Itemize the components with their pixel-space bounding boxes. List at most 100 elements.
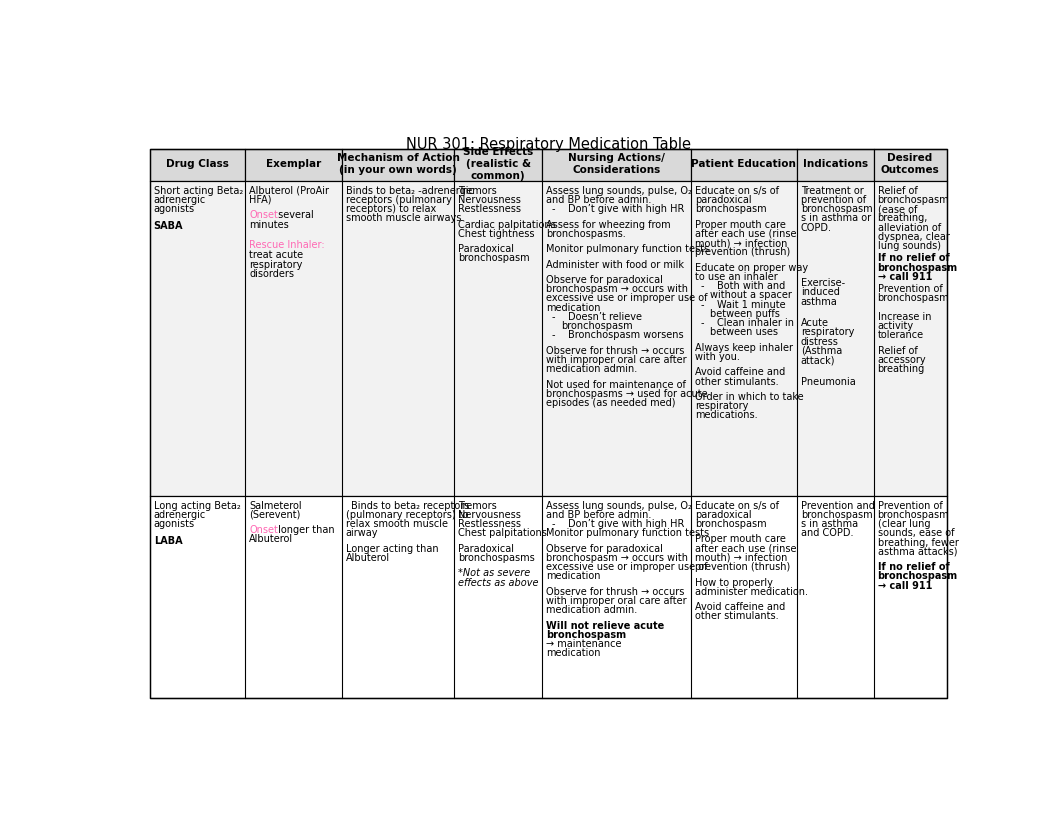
Text: Paradoxical: Paradoxical xyxy=(458,543,514,554)
Text: receptors (pulmonary: receptors (pulmonary xyxy=(346,195,451,205)
Text: Proper mouth care: Proper mouth care xyxy=(695,219,786,229)
Text: Restlessness: Restlessness xyxy=(458,519,521,529)
Text: and BP before admin.: and BP before admin. xyxy=(546,195,651,205)
Text: LABA: LABA xyxy=(154,536,183,546)
Text: Desired
Outcomes: Desired Outcomes xyxy=(880,153,940,175)
Text: mouth) → infection: mouth) → infection xyxy=(695,238,787,248)
Text: bronchospasm: bronchospasm xyxy=(801,204,872,214)
Text: breathing,: breathing, xyxy=(877,214,928,224)
Text: -    Bronchospasm worsens: - Bronchospasm worsens xyxy=(552,330,684,340)
Text: Chest tightness: Chest tightness xyxy=(458,229,535,238)
Text: Assess lung sounds, pulse, O₂: Assess lung sounds, pulse, O₂ xyxy=(546,501,691,510)
Text: Monitor pulmonary function tests: Monitor pulmonary function tests xyxy=(546,244,709,254)
Text: Binds to beta₂ receptors: Binds to beta₂ receptors xyxy=(350,501,469,510)
Text: bronchospasm: bronchospasm xyxy=(877,195,949,205)
Text: effects as above: effects as above xyxy=(458,578,538,588)
Text: Avoid caffeine and: Avoid caffeine and xyxy=(695,603,785,612)
Text: episodes (as needed med): episodes (as needed med) xyxy=(546,398,675,409)
Text: -    Wait 1 minute: - Wait 1 minute xyxy=(701,299,786,310)
Text: Always keep inhaler: Always keep inhaler xyxy=(695,343,792,353)
Text: Acute: Acute xyxy=(801,318,828,328)
Text: between uses: between uses xyxy=(710,327,778,337)
Text: Rescue Inhaler:: Rescue Inhaler: xyxy=(249,239,325,250)
Text: Prevention of: Prevention of xyxy=(877,501,942,510)
Text: with improper oral care after: with improper oral care after xyxy=(546,596,686,606)
Text: Proper mouth care: Proper mouth care xyxy=(695,534,786,544)
Text: Nervousness: Nervousness xyxy=(458,510,521,520)
Text: mouth) → infection: mouth) → infection xyxy=(695,553,787,563)
Text: bronchospasm: bronchospasm xyxy=(877,263,958,273)
Text: Chest palpitations: Chest palpitations xyxy=(458,529,547,538)
Text: bronchospasm: bronchospasm xyxy=(458,253,530,263)
Text: adrenergic: adrenergic xyxy=(154,195,206,205)
Text: Tremors: Tremors xyxy=(458,186,497,196)
Text: Albuterol (ProAir: Albuterol (ProAir xyxy=(249,186,329,196)
Text: Observe for thrush → occurs: Observe for thrush → occurs xyxy=(546,587,684,597)
Text: other stimulants.: other stimulants. xyxy=(695,612,778,621)
Text: Binds to beta₂ -adrenergic: Binds to beta₂ -adrenergic xyxy=(346,186,474,196)
Text: medication: medication xyxy=(546,649,600,658)
Text: Paradoxical: Paradoxical xyxy=(458,244,514,254)
Text: and COPD.: and COPD. xyxy=(801,529,853,538)
Text: bronchospasms.: bronchospasms. xyxy=(546,229,626,238)
Bar xyxy=(150,181,946,496)
Text: administer medication.: administer medication. xyxy=(695,587,807,597)
Text: Increase in: Increase in xyxy=(877,312,931,322)
Text: respiratory: respiratory xyxy=(249,260,303,270)
Text: -    Don’t give with high HR: - Don’t give with high HR xyxy=(552,519,684,529)
Text: Observe for paradoxical: Observe for paradoxical xyxy=(546,543,663,554)
Text: relax smooth muscle: relax smooth muscle xyxy=(346,519,448,529)
Bar xyxy=(455,149,542,181)
Text: asthma: asthma xyxy=(801,297,838,307)
Bar xyxy=(342,149,455,181)
Text: minutes: minutes xyxy=(249,219,289,229)
Text: Administer with food or milk: Administer with food or milk xyxy=(546,260,684,270)
Text: Tremors: Tremors xyxy=(458,501,497,510)
Text: Indications: Indications xyxy=(803,159,868,169)
Text: bronchospasm: bronchospasm xyxy=(695,519,767,529)
Text: Educate on proper way: Educate on proper way xyxy=(695,263,808,273)
Text: bronchospasm → occurs with: bronchospasm → occurs with xyxy=(546,284,688,294)
Text: Nervousness: Nervousness xyxy=(458,195,521,205)
Text: Assess lung sounds, pulse, O₂: Assess lung sounds, pulse, O₂ xyxy=(546,186,691,196)
Text: Observe for thrush → occurs: Observe for thrush → occurs xyxy=(546,346,684,356)
Text: SABA: SABA xyxy=(154,221,183,231)
Bar xyxy=(150,149,946,698)
Text: Monitor pulmonary function tests: Monitor pulmonary function tests xyxy=(546,529,709,538)
Text: HFA): HFA) xyxy=(249,195,272,205)
Bar xyxy=(690,149,796,181)
Bar xyxy=(245,149,342,181)
Text: Onset:: Onset: xyxy=(249,525,281,535)
Text: bronchospasm: bronchospasm xyxy=(801,510,872,520)
Text: Long acting Beta₂: Long acting Beta₂ xyxy=(154,501,240,510)
Text: Prevention and: Prevention and xyxy=(801,501,875,510)
Text: -    Doesn’t relieve: - Doesn’t relieve xyxy=(552,312,643,322)
Text: paradoxical: paradoxical xyxy=(695,195,751,205)
Text: bronchospasms → used for acute: bronchospasms → used for acute xyxy=(546,389,707,399)
Text: Avoid caffeine and: Avoid caffeine and xyxy=(695,367,785,377)
Text: with you.: with you. xyxy=(695,352,739,362)
Text: after each use (rinse: after each use (rinse xyxy=(695,229,796,238)
Text: Exemplar: Exemplar xyxy=(266,159,321,169)
Text: agonists: agonists xyxy=(154,519,194,529)
Text: Pneumonia: Pneumonia xyxy=(801,376,856,386)
Text: s in asthma: s in asthma xyxy=(801,519,858,529)
Text: and BP before admin.: and BP before admin. xyxy=(546,510,651,520)
Text: bronchospasm: bronchospasm xyxy=(695,204,767,214)
Bar xyxy=(874,149,946,181)
Text: If no relief of: If no relief of xyxy=(877,562,949,572)
Text: sounds, ease of: sounds, ease of xyxy=(877,529,954,538)
Text: Side Effects
(realistic &
common): Side Effects (realistic & common) xyxy=(463,147,533,181)
Text: (clear lung: (clear lung xyxy=(877,519,930,529)
Text: induced: induced xyxy=(801,288,840,298)
Text: Treatment or: Treatment or xyxy=(801,186,863,196)
Text: (ease of: (ease of xyxy=(877,204,917,214)
Text: Salmeterol: Salmeterol xyxy=(249,501,302,510)
Text: dyspnea, clear: dyspnea, clear xyxy=(877,232,949,242)
Text: alleviation of: alleviation of xyxy=(877,223,941,233)
Text: Assess for wheezing from: Assess for wheezing from xyxy=(546,219,670,229)
Text: respiratory: respiratory xyxy=(801,327,854,337)
Text: airway: airway xyxy=(346,529,378,538)
Text: to use an inhaler: to use an inhaler xyxy=(695,272,777,282)
Text: Longer acting than: Longer acting than xyxy=(346,543,439,554)
